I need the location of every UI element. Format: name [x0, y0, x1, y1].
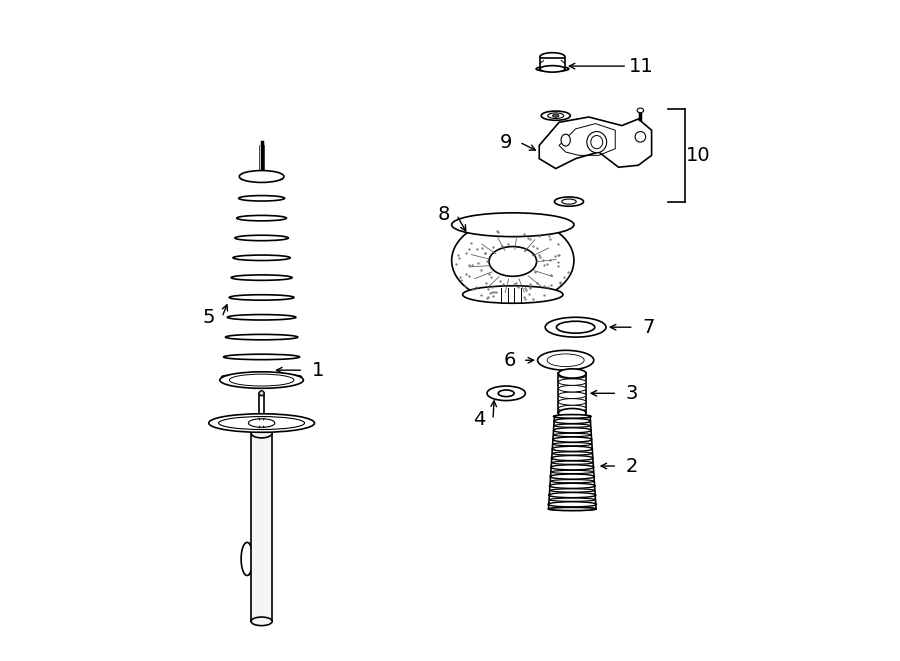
- Ellipse shape: [551, 480, 594, 483]
- Text: 4: 4: [473, 410, 486, 429]
- Ellipse shape: [554, 197, 583, 206]
- Ellipse shape: [558, 372, 586, 379]
- Ellipse shape: [551, 471, 593, 473]
- Text: 6: 6: [503, 351, 516, 369]
- Ellipse shape: [558, 392, 586, 399]
- Ellipse shape: [590, 136, 603, 149]
- Ellipse shape: [548, 508, 596, 510]
- Ellipse shape: [248, 419, 274, 428]
- Ellipse shape: [452, 219, 574, 302]
- Ellipse shape: [561, 134, 571, 146]
- Ellipse shape: [554, 434, 590, 436]
- Ellipse shape: [635, 132, 645, 142]
- Ellipse shape: [228, 315, 296, 320]
- Ellipse shape: [554, 428, 591, 433]
- Ellipse shape: [548, 508, 596, 510]
- Ellipse shape: [558, 405, 586, 412]
- Ellipse shape: [230, 374, 294, 386]
- Ellipse shape: [550, 474, 595, 479]
- Bar: [540, 58, 565, 69]
- Ellipse shape: [552, 446, 592, 451]
- Ellipse shape: [552, 455, 593, 461]
- Ellipse shape: [553, 437, 592, 442]
- Ellipse shape: [230, 295, 294, 300]
- Ellipse shape: [463, 286, 562, 303]
- Ellipse shape: [238, 196, 284, 201]
- Ellipse shape: [554, 414, 591, 418]
- Text: 9: 9: [500, 133, 512, 151]
- Ellipse shape: [558, 369, 586, 378]
- Ellipse shape: [553, 114, 559, 118]
- Text: 2: 2: [626, 457, 638, 475]
- Ellipse shape: [223, 354, 300, 360]
- Text: 3: 3: [626, 384, 638, 403]
- Ellipse shape: [550, 489, 595, 492]
- Ellipse shape: [259, 391, 264, 395]
- Ellipse shape: [537, 350, 594, 370]
- Ellipse shape: [554, 418, 590, 424]
- Text: 10: 10: [686, 146, 710, 165]
- Ellipse shape: [556, 321, 595, 333]
- Ellipse shape: [549, 483, 595, 488]
- Ellipse shape: [536, 66, 569, 71]
- Text: 5: 5: [202, 308, 215, 327]
- Ellipse shape: [489, 247, 536, 276]
- Ellipse shape: [231, 275, 292, 280]
- Ellipse shape: [259, 391, 265, 396]
- Ellipse shape: [554, 443, 591, 446]
- Ellipse shape: [558, 399, 586, 405]
- Ellipse shape: [541, 111, 571, 120]
- Ellipse shape: [549, 498, 596, 501]
- Ellipse shape: [547, 354, 584, 367]
- Ellipse shape: [226, 334, 298, 340]
- Ellipse shape: [562, 199, 576, 204]
- Ellipse shape: [240, 176, 283, 181]
- Polygon shape: [539, 117, 652, 169]
- Ellipse shape: [251, 617, 272, 625]
- Ellipse shape: [558, 408, 586, 418]
- Text: 7: 7: [642, 318, 654, 336]
- Ellipse shape: [251, 428, 272, 438]
- Ellipse shape: [540, 53, 565, 61]
- Ellipse shape: [587, 132, 607, 153]
- Ellipse shape: [553, 452, 592, 455]
- Ellipse shape: [452, 213, 574, 237]
- Ellipse shape: [219, 416, 304, 430]
- Ellipse shape: [553, 355, 579, 366]
- Ellipse shape: [233, 255, 290, 260]
- Ellipse shape: [499, 390, 514, 397]
- Ellipse shape: [239, 171, 284, 182]
- Ellipse shape: [548, 502, 597, 507]
- Text: 11: 11: [629, 57, 654, 75]
- Ellipse shape: [548, 113, 563, 118]
- Ellipse shape: [209, 414, 314, 432]
- Ellipse shape: [487, 386, 526, 401]
- Ellipse shape: [558, 379, 586, 385]
- Ellipse shape: [235, 235, 288, 241]
- Ellipse shape: [221, 374, 302, 379]
- Ellipse shape: [220, 371, 303, 388]
- Ellipse shape: [554, 424, 590, 427]
- Ellipse shape: [545, 317, 606, 337]
- Bar: [251, 433, 272, 621]
- Ellipse shape: [551, 465, 594, 470]
- Ellipse shape: [637, 108, 643, 112]
- Ellipse shape: [558, 385, 586, 392]
- Ellipse shape: [552, 461, 593, 464]
- Ellipse shape: [540, 65, 565, 72]
- Ellipse shape: [237, 215, 286, 221]
- Text: 8: 8: [437, 206, 450, 224]
- Ellipse shape: [549, 492, 596, 498]
- Text: 1: 1: [311, 361, 324, 379]
